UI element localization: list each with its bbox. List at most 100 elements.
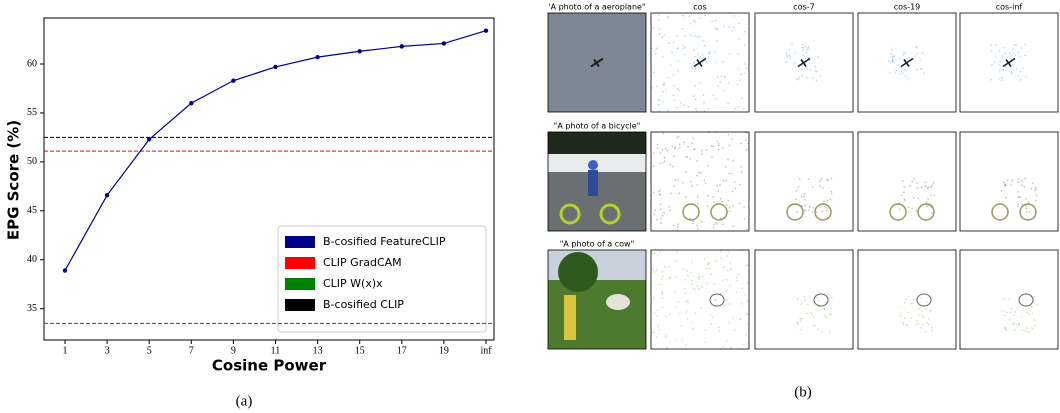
speck: [719, 330, 721, 332]
speck: [720, 257, 722, 259]
bg: [755, 132, 853, 231]
speck: [826, 179, 828, 181]
speck: [683, 15, 685, 17]
speck: [715, 260, 717, 262]
heatmap: [755, 250, 853, 349]
speck: [668, 206, 670, 208]
speck: [719, 184, 721, 186]
speck: [718, 143, 720, 145]
speck: [652, 252, 654, 254]
speck: [655, 49, 657, 51]
speck: [680, 102, 682, 104]
speck: [890, 53, 892, 55]
speck: [660, 208, 662, 210]
speck: [1018, 178, 1020, 180]
speck: [1004, 315, 1006, 317]
speck: [733, 226, 735, 228]
speck: [654, 51, 656, 53]
speck: [697, 53, 699, 55]
legend-label: CLIP GradCAM: [323, 256, 402, 269]
speck: [677, 70, 679, 72]
speck: [903, 186, 905, 188]
speck: [658, 191, 660, 193]
speck: [703, 102, 705, 104]
speck: [687, 318, 689, 320]
speck: [708, 56, 710, 58]
speck: [739, 184, 741, 186]
x-tick-label: 1: [63, 345, 68, 356]
speck: [707, 264, 709, 266]
speck: [806, 67, 808, 69]
speck: [673, 94, 675, 96]
speck: [729, 207, 731, 209]
y-tick-label: 45: [27, 205, 37, 216]
speck: [699, 82, 701, 84]
speck: [920, 327, 922, 329]
speck: [1005, 184, 1007, 186]
speck: [932, 183, 934, 185]
speck: [692, 327, 694, 329]
speck: [659, 193, 661, 195]
speck: [811, 314, 813, 316]
speck: [705, 60, 707, 62]
speck: [1001, 310, 1003, 312]
speck: [738, 68, 740, 70]
speck: [687, 302, 689, 304]
speck: [676, 251, 678, 253]
speck: [786, 55, 788, 57]
y-tick-label: 40: [27, 254, 37, 265]
speck: [731, 173, 733, 175]
speck: [667, 16, 669, 18]
heatmap: [651, 12, 749, 112]
speck: [912, 303, 914, 305]
speck: [705, 182, 707, 184]
speck: [914, 55, 916, 57]
speck: [746, 149, 748, 151]
speck: [1021, 185, 1023, 187]
speck: [1026, 327, 1028, 329]
speck: [683, 268, 685, 270]
speck: [905, 324, 907, 326]
speck: [1027, 331, 1029, 333]
speck: [1032, 182, 1034, 184]
speck: [737, 106, 739, 108]
speck: [1022, 68, 1024, 70]
speck: [805, 209, 807, 211]
speck: [718, 144, 720, 146]
speck: [797, 324, 799, 326]
speck: [726, 204, 728, 206]
speck: [728, 322, 730, 324]
speck: [903, 322, 905, 324]
x-tick-label: 17: [397, 345, 407, 356]
speck: [816, 211, 818, 213]
speck: [933, 181, 935, 183]
speck: [693, 50, 695, 52]
speck: [1034, 319, 1036, 321]
speck: [730, 268, 732, 270]
speck: [1008, 71, 1010, 73]
speck: [892, 62, 894, 64]
speck: [676, 137, 678, 139]
speck: [690, 63, 692, 65]
speck: [785, 61, 787, 63]
y-tick-label: 50: [27, 156, 37, 167]
caption: (a): [236, 393, 253, 409]
speck: [812, 77, 814, 79]
speck: [705, 329, 707, 331]
speck: [709, 268, 711, 270]
speck: [810, 312, 812, 314]
speck: [686, 310, 688, 312]
speck: [741, 303, 743, 305]
speck: [709, 51, 711, 53]
speck: [657, 310, 659, 312]
speck: [734, 181, 736, 183]
speck: [662, 133, 664, 135]
speck: [1017, 204, 1019, 206]
speck: [682, 48, 684, 50]
speck: [1008, 298, 1010, 300]
speck: [719, 81, 721, 83]
speck: [1021, 299, 1023, 301]
speck: [995, 55, 997, 57]
speck: [904, 317, 906, 319]
speck: [1011, 323, 1013, 325]
